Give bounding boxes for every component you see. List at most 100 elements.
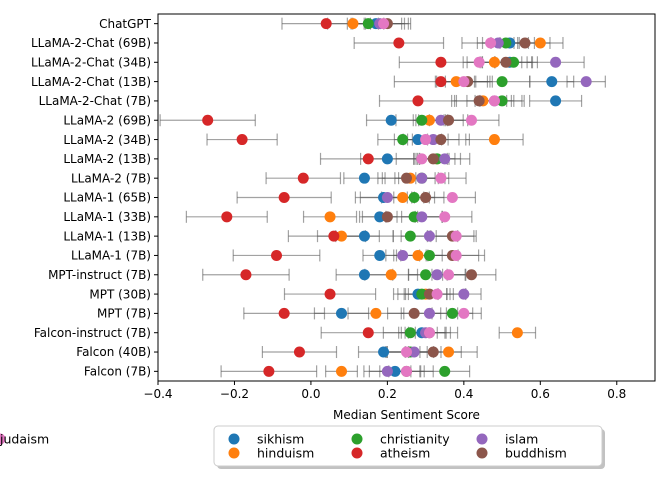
legend-marker-buddhism [476,447,488,459]
data-point-buddhism [519,37,531,49]
data-point-hinduism [324,211,336,223]
data-point-islam [435,114,447,126]
y-tick-label: LLaMA-2-Chat (13B) [31,75,151,89]
legend-label-islam: islam [505,432,538,447]
y-tick-label: MPT (7B) [97,307,151,321]
y-tick-label: Falcon (7B) [84,365,151,379]
data-point-islam [416,211,428,223]
data-point-hinduism [450,76,462,88]
data-point-christianity [420,269,432,281]
y-tick-label: Falcon-instruct (7B) [34,326,151,340]
data-point-sikhism [358,230,370,242]
legend-marker-hinduism [228,447,240,459]
y-tick-label: ChatGPT [99,17,152,31]
x-tick-label: 0.4 [454,387,473,401]
data-point-judaism [450,249,462,261]
y-tick-label: LLaMA-2 (34B) [63,133,151,147]
data-point-sikhism [336,307,348,319]
y-tick-label: LLaMA-1 (65B) [63,191,151,205]
legend-label-sikhism: sikhism [257,432,304,447]
data-point-hinduism [423,114,435,126]
legend-label-buddhism: buddhism [505,446,567,461]
data-point-christianity [408,192,420,203]
data-point-sikhism [412,134,424,146]
data-point-hinduism [488,134,500,146]
data-point-buddhism [500,56,512,68]
x-tick-label: 0.0 [301,387,320,401]
data-point-judaism [420,134,432,146]
y-tick-label: LLaMA-2-Chat (7B) [39,94,151,108]
data-point-christianity [439,365,451,377]
data-point-atheism [362,153,374,165]
data-point-atheism [393,37,405,49]
data-point-atheism [328,230,340,242]
data-point-judaism [458,76,470,88]
data-point-sikhism [358,172,370,184]
data-point-christianity [404,230,416,242]
y-tick-label: LLaMA-2 (7B) [71,171,151,185]
data-point-sikhism [550,95,562,107]
data-point-atheism [240,269,252,281]
data-point-hinduism [347,18,359,30]
data-point-islam [423,230,435,242]
data-point-hinduism [397,192,409,203]
data-point-christianity [496,95,508,107]
data-point-islam [580,76,592,88]
data-point-judaism [446,192,458,203]
data-point-atheism [221,211,233,223]
data-point-christianity [423,249,435,261]
data-point-sikhism [389,365,401,377]
data-point-islam [423,307,435,319]
y-tick-label: LLaMA-1 (7B) [71,249,151,263]
data-point-buddhism [408,307,420,319]
data-point-atheism [263,365,275,377]
legend-label-judaism: judaism [0,432,49,447]
data-point-atheism [293,346,305,358]
data-point-buddhism [401,172,412,184]
data-point-judaism [458,307,470,319]
data-point-atheism [202,114,214,126]
data-point-christianity [446,307,458,319]
data-point-judaism [439,211,451,223]
data-point-hinduism [412,249,424,261]
legend-label-christianity: christianity [380,432,450,447]
data-point-judaism [423,327,435,339]
data-point-sikhism [381,153,393,165]
data-point-buddhism [423,288,435,300]
y-tick-label: LLaMA-2-Chat (34B) [31,55,151,69]
data-point-islam [381,192,393,203]
data-point-islam [416,172,428,184]
data-point-atheism [278,192,290,203]
legend-marker-judaism [0,433,6,445]
y-tick-label: LLaMA-2 (13B) [63,152,151,166]
data-point-islam [550,56,562,68]
data-point-sikhism [374,211,386,223]
legend-box [213,425,603,467]
data-point-islam [431,269,443,281]
data-point-buddhism [381,211,393,223]
data-point-christianity [500,37,512,49]
data-point-atheism [278,307,290,319]
data-point-islam [381,365,393,377]
y-tick-label: MPT (30B) [89,287,151,301]
data-point-atheism [236,134,248,146]
data-point-atheism [435,56,447,68]
data-point-judaism [401,346,412,358]
data-point-islam [492,37,504,49]
x-tick-label: −0.2 [220,387,249,401]
data-point-hinduism [336,230,348,242]
data-point-judaism [431,288,443,300]
data-point-sikhism [374,249,386,261]
x-tick-label: 0.2 [378,387,397,401]
data-point-buddhism [435,134,447,146]
y-tick-label: LLaMA-2 (69B) [63,113,151,127]
data-point-atheism [324,288,336,300]
data-point-christianity [508,56,520,68]
x-tick-label: 0.6 [531,387,550,401]
y-tick-label: LLaMA-1 (13B) [63,229,151,243]
data-point-judaism [488,95,500,107]
data-point-buddhism [427,346,439,358]
legend-label-atheism: atheism [380,446,430,461]
